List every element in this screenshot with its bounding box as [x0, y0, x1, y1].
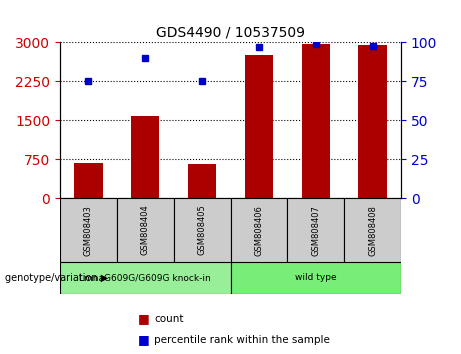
Bar	[230, 198, 287, 262]
Bar	[245, 56, 273, 198]
Text: GSM808403: GSM808403	[84, 205, 93, 256]
Bar	[287, 198, 344, 262]
Bar	[301, 44, 330, 198]
Bar	[188, 165, 216, 198]
Bar	[60, 262, 230, 294]
Text: wild type: wild type	[295, 273, 337, 282]
Bar	[60, 198, 117, 262]
Text: GSM808404: GSM808404	[141, 205, 150, 256]
Bar	[358, 45, 387, 198]
Text: GSM808407: GSM808407	[311, 205, 320, 256]
Title: GDS4490 / 10537509: GDS4490 / 10537509	[156, 26, 305, 40]
Bar	[74, 163, 102, 198]
Bar	[131, 116, 160, 198]
Bar	[344, 198, 401, 262]
Text: GSM808406: GSM808406	[254, 205, 263, 256]
Text: LmnaG609G/G609G knock-in: LmnaG609G/G609G knock-in	[79, 273, 211, 282]
Text: GSM808405: GSM808405	[198, 205, 207, 256]
Text: ■: ■	[138, 333, 154, 346]
Text: genotype/variation ▶: genotype/variation ▶	[5, 273, 108, 283]
Bar	[174, 198, 230, 262]
Text: GSM808408: GSM808408	[368, 205, 377, 256]
Text: ■: ■	[138, 312, 154, 325]
Bar	[117, 198, 174, 262]
Bar	[230, 262, 401, 294]
Text: percentile rank within the sample: percentile rank within the sample	[154, 335, 331, 345]
Text: count: count	[154, 314, 184, 324]
